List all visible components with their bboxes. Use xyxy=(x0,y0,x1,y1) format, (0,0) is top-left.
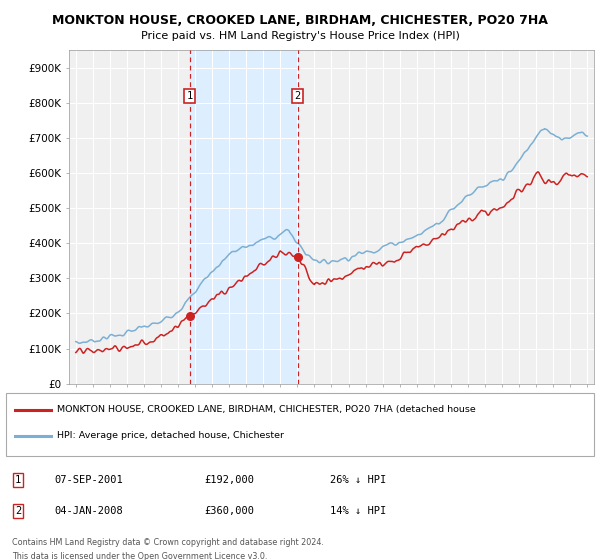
Text: HPI: Average price, detached house, Chichester: HPI: Average price, detached house, Chic… xyxy=(57,431,284,440)
Text: 14% ↓ HPI: 14% ↓ HPI xyxy=(330,506,386,516)
Text: 2: 2 xyxy=(15,506,21,516)
FancyBboxPatch shape xyxy=(6,393,594,456)
Text: Price paid vs. HM Land Registry's House Price Index (HPI): Price paid vs. HM Land Registry's House … xyxy=(140,31,460,41)
Bar xyxy=(190,50,298,384)
Text: 1: 1 xyxy=(187,91,193,101)
Text: £360,000: £360,000 xyxy=(204,506,254,516)
Text: 07-SEP-2001: 07-SEP-2001 xyxy=(54,475,123,485)
Text: 1: 1 xyxy=(15,475,21,485)
Text: MONKTON HOUSE, CROOKED LANE, BIRDHAM, CHICHESTER, PO20 7HA: MONKTON HOUSE, CROOKED LANE, BIRDHAM, CH… xyxy=(52,14,548,27)
Text: 26% ↓ HPI: 26% ↓ HPI xyxy=(330,475,386,485)
Text: MONKTON HOUSE, CROOKED LANE, BIRDHAM, CHICHESTER, PO20 7HA (detached house: MONKTON HOUSE, CROOKED LANE, BIRDHAM, CH… xyxy=(57,405,476,414)
Text: 2: 2 xyxy=(295,91,301,101)
Text: £192,000: £192,000 xyxy=(204,475,254,485)
Text: 04-JAN-2008: 04-JAN-2008 xyxy=(54,506,123,516)
Text: Contains HM Land Registry data © Crown copyright and database right 2024.: Contains HM Land Registry data © Crown c… xyxy=(12,538,324,547)
Text: This data is licensed under the Open Government Licence v3.0.: This data is licensed under the Open Gov… xyxy=(12,552,268,560)
